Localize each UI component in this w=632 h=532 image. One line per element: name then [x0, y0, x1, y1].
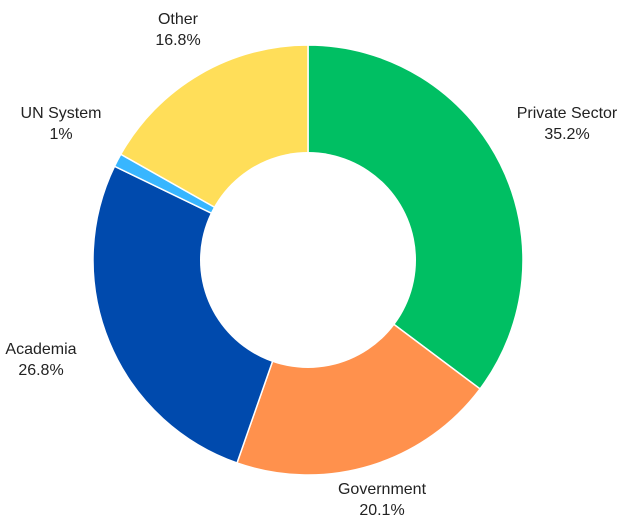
slice-value-private-sector: 35.2%: [544, 126, 589, 143]
slice-name-un-system: UN System: [21, 105, 102, 122]
slice-name-government: Government: [338, 481, 427, 498]
labels-layer: Private Sector 35.2% Government 20.1% Academ…: [5, 11, 617, 519]
slice-name-academia: Academia: [5, 341, 76, 358]
slice-value-academia: 26.8%: [18, 362, 63, 379]
slice-value-government: 20.1%: [359, 502, 404, 519]
slice-label-other: Other 16.8%: [155, 11, 200, 49]
slice-label-government: Government 20.1%: [338, 481, 427, 519]
slice-label-academia: Academia 26.8%: [5, 341, 76, 379]
slice-name-private-sector: Private Sector: [517, 105, 618, 122]
slice-name-other: Other: [158, 11, 199, 28]
slice-value-un-system: 1%: [49, 126, 72, 143]
slice-label-un-system: UN System 1%: [21, 105, 102, 143]
donut-hole: [200, 152, 416, 368]
slice-label-private-sector: Private Sector 35.2%: [517, 105, 618, 143]
slice-private-sector: [307, 44, 524, 390]
slice-value-other: 16.8%: [155, 32, 200, 49]
